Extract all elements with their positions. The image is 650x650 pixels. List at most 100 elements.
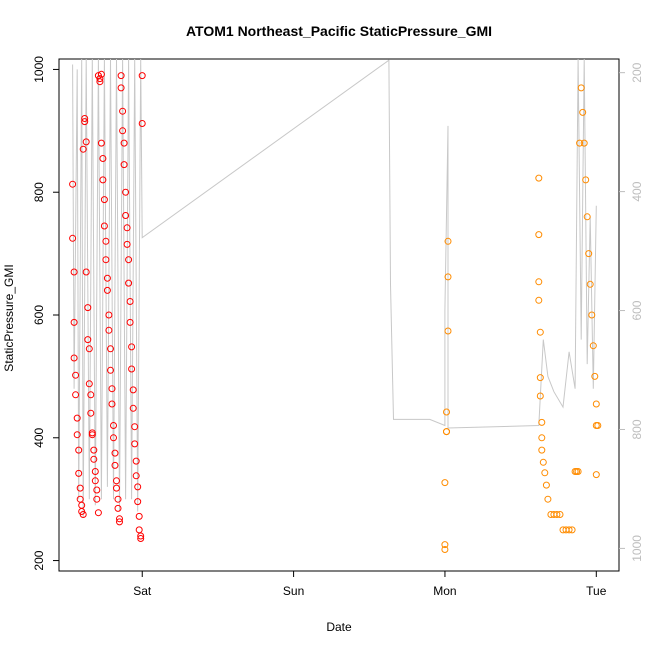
data-point bbox=[90, 455, 98, 463]
data-point bbox=[594, 422, 602, 429]
data-point bbox=[73, 414, 81, 422]
data-point bbox=[119, 107, 127, 115]
data-point bbox=[99, 176, 107, 184]
data-point bbox=[535, 296, 543, 304]
x-tick-label: Sun bbox=[283, 584, 304, 598]
data-point bbox=[588, 311, 596, 319]
data-point bbox=[72, 371, 80, 379]
data-point bbox=[81, 115, 89, 122]
chart-title: ATOM1 Northeast_Pacific StaticPressure_G… bbox=[186, 23, 492, 39]
data-point bbox=[117, 84, 125, 92]
data-point bbox=[538, 418, 546, 426]
data-point bbox=[123, 240, 131, 248]
data-point bbox=[134, 483, 142, 491]
y-tick-label: 1000 bbox=[32, 56, 46, 83]
data-point bbox=[90, 446, 98, 454]
x-tick-label: Tue bbox=[586, 584, 607, 598]
data-point bbox=[122, 212, 130, 219]
data-point bbox=[441, 541, 449, 549]
data-point bbox=[96, 78, 104, 86]
data-point bbox=[110, 434, 117, 442]
data-point bbox=[131, 440, 139, 448]
data-point bbox=[72, 391, 80, 399]
data-point bbox=[536, 392, 544, 400]
data-point bbox=[591, 372, 599, 380]
data-point bbox=[126, 298, 134, 305]
data-point bbox=[132, 457, 140, 465]
data-point bbox=[96, 75, 104, 83]
data-point bbox=[103, 286, 111, 294]
data-point bbox=[125, 279, 133, 287]
data-point bbox=[539, 458, 547, 466]
trace-line bbox=[72, 58, 597, 518]
data-point bbox=[129, 386, 137, 394]
data-point bbox=[87, 409, 95, 417]
data-point bbox=[79, 511, 87, 518]
data-point bbox=[81, 118, 89, 126]
data-point bbox=[544, 495, 552, 503]
data-point bbox=[592, 471, 600, 479]
data-point bbox=[120, 139, 128, 147]
y-axis-right: 200 400 600 800 1000 bbox=[619, 62, 644, 562]
data-point bbox=[535, 174, 543, 182]
data-point bbox=[129, 404, 137, 412]
data-point bbox=[541, 469, 549, 477]
data-point bbox=[111, 461, 119, 469]
x-axis: Sat Sun Mon Tue bbox=[133, 571, 607, 598]
data-point bbox=[556, 511, 564, 518]
data-point bbox=[100, 222, 108, 230]
data-point bbox=[443, 428, 450, 436]
trace-lines bbox=[72, 58, 597, 518]
data-point bbox=[126, 318, 134, 326]
data-point bbox=[114, 495, 122, 503]
data-point bbox=[107, 366, 114, 374]
data-point bbox=[97, 139, 105, 147]
data-point bbox=[82, 268, 90, 276]
x-axis-label: Date bbox=[326, 620, 352, 634]
data-point bbox=[441, 479, 449, 487]
data-point bbox=[85, 380, 93, 388]
data-point bbox=[589, 342, 597, 350]
data-points bbox=[69, 70, 602, 553]
data-point bbox=[94, 509, 102, 517]
data-point bbox=[120, 161, 128, 169]
data-point bbox=[113, 477, 120, 485]
data-point bbox=[119, 127, 127, 135]
data-point bbox=[69, 234, 77, 242]
data-point bbox=[108, 385, 116, 393]
data-point bbox=[138, 120, 146, 127]
data-point bbox=[568, 526, 576, 534]
data-point bbox=[122, 188, 130, 196]
data-point bbox=[75, 469, 83, 477]
y-tick-label: 800 bbox=[32, 182, 46, 202]
data-point bbox=[580, 139, 588, 147]
data-point bbox=[111, 449, 119, 457]
data-point bbox=[97, 70, 105, 78]
data-point bbox=[108, 400, 116, 408]
data-point bbox=[128, 343, 136, 351]
y-tick-label: 200 bbox=[32, 550, 46, 570]
data-point bbox=[443, 408, 450, 416]
data-point bbox=[85, 345, 93, 353]
data-point bbox=[91, 477, 99, 485]
data-point bbox=[536, 328, 544, 336]
data-point bbox=[99, 155, 107, 162]
data-point bbox=[116, 518, 123, 526]
y-axis-left: 200 400 600 800 1000 bbox=[32, 56, 59, 571]
data-point bbox=[538, 434, 546, 442]
data-point bbox=[137, 535, 145, 542]
data-point bbox=[100, 196, 108, 204]
data-point bbox=[93, 486, 101, 494]
data-point bbox=[105, 311, 113, 319]
data-point bbox=[84, 304, 92, 312]
y2-tick-label: 800 bbox=[630, 419, 644, 439]
data-point bbox=[88, 431, 96, 439]
data-point bbox=[114, 504, 122, 512]
data-point bbox=[574, 468, 582, 475]
data-point bbox=[444, 237, 452, 245]
data-point bbox=[553, 511, 561, 518]
data-point bbox=[444, 327, 452, 335]
data-point bbox=[577, 84, 585, 92]
y-tick-label: 400 bbox=[32, 427, 46, 447]
